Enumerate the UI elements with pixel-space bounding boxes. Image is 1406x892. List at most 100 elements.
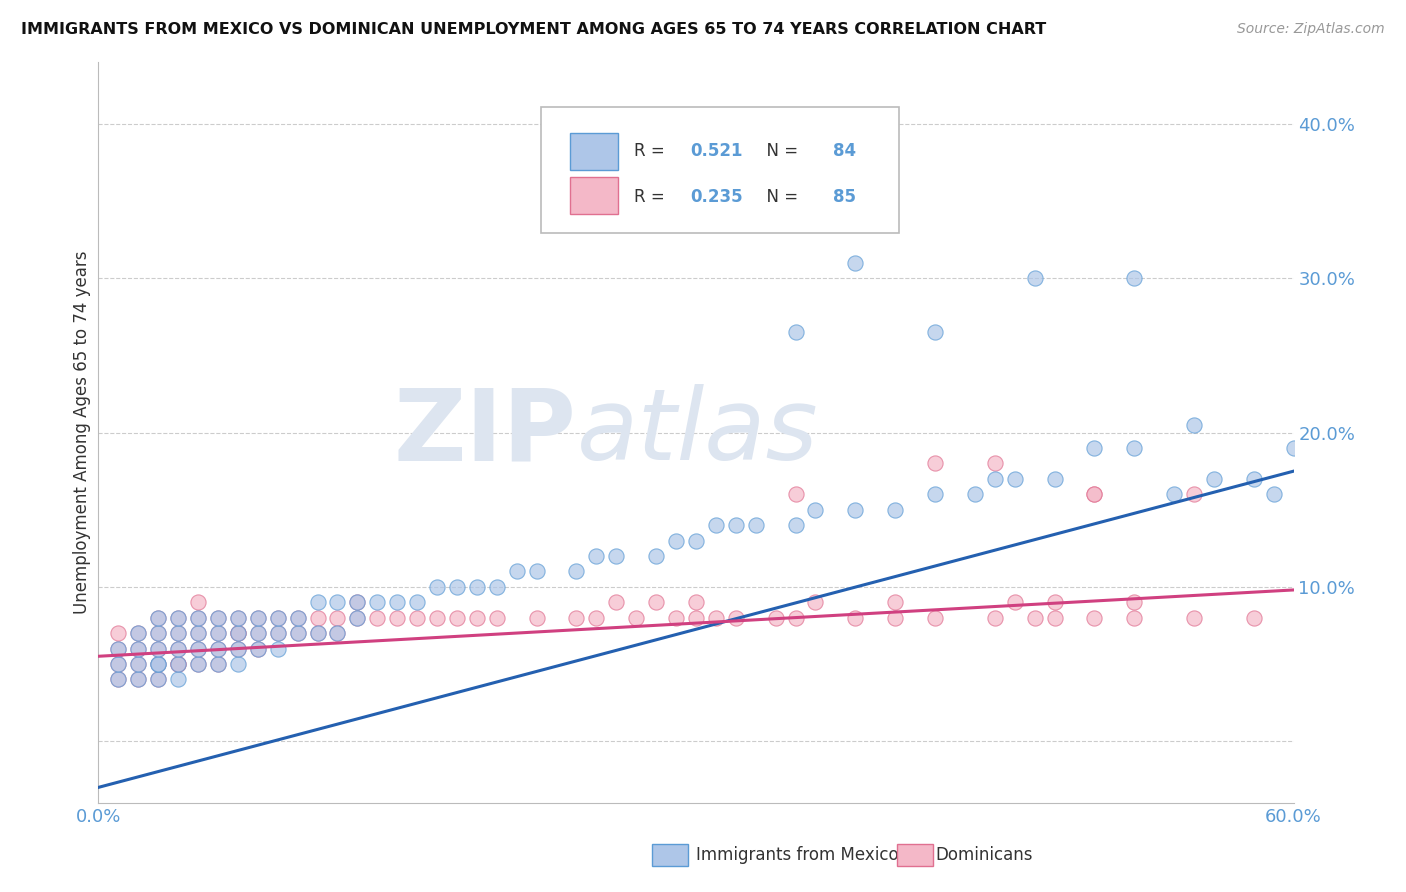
Point [127,641,149,656]
Point [148,657,170,671]
Point [287,610,309,624]
Point [665,610,688,624]
Point [426,610,449,624]
Point [127,657,149,671]
Point [207,657,229,671]
Point [1043,595,1066,609]
Point [585,549,607,563]
Point [326,626,349,640]
Text: Source: ZipAtlas.com: Source: ZipAtlas.com [1237,22,1385,37]
Point [187,610,209,624]
Point [785,518,807,533]
Point [1083,487,1105,501]
Point [167,657,190,671]
Point [1004,595,1026,609]
Point [307,626,329,640]
Point [1083,487,1105,501]
Point [127,626,149,640]
Point [385,595,409,609]
Text: 0.235: 0.235 [690,188,742,206]
Point [785,326,807,340]
Point [1182,610,1205,624]
Point [1024,610,1046,624]
Point [207,657,229,671]
Point [884,595,907,609]
Point [924,487,946,501]
Point [346,610,368,624]
Point [526,610,548,624]
Point [107,641,129,656]
Point [884,502,907,516]
Point [645,595,668,609]
Point [1043,610,1066,624]
Point [1123,271,1146,285]
Point [785,610,807,624]
Point [984,472,1007,486]
Text: IMMIGRANTS FROM MEXICO VS DOMINICAN UNEMPLOYMENT AMONG AGES 65 TO 74 YEARS CORRE: IMMIGRANTS FROM MEXICO VS DOMINICAN UNEM… [21,22,1046,37]
Point [585,610,607,624]
Point [844,256,866,270]
FancyBboxPatch shape [571,178,619,214]
Point [148,657,170,671]
Point [485,580,508,594]
Point [406,595,429,609]
Point [844,502,866,516]
Point [226,641,249,656]
Point [148,610,170,624]
Point [148,673,170,687]
Point [307,595,329,609]
Point [685,595,707,609]
Point [1123,595,1146,609]
Point [1024,271,1046,285]
Point [1123,610,1146,624]
Point [526,565,548,579]
Text: 84: 84 [834,143,856,161]
Point [107,673,129,687]
Point [1182,417,1205,432]
Point [1123,441,1146,455]
Point [226,657,249,671]
Point [127,626,149,640]
Point [107,626,129,640]
Point [187,641,209,656]
Point [226,610,249,624]
Point [167,610,190,624]
Point [167,610,190,624]
Point [605,595,627,609]
Point [127,673,149,687]
FancyBboxPatch shape [571,133,619,169]
FancyBboxPatch shape [541,107,900,233]
Point [148,626,170,640]
Point [884,610,907,624]
Point [765,610,787,624]
Point [704,610,727,624]
Point [148,626,170,640]
Text: 85: 85 [834,188,856,206]
Point [465,610,488,624]
Point [167,641,190,656]
Point [346,595,368,609]
Point [785,487,807,501]
Point [1243,610,1265,624]
Text: R =: R = [634,143,669,161]
Point [1004,472,1026,486]
Point [1163,487,1185,501]
Point [287,610,309,624]
Point [346,610,368,624]
Point [207,641,229,656]
Point [246,641,269,656]
Point [1263,487,1285,501]
Point [127,673,149,687]
Point [267,610,290,624]
Text: R =: R = [634,188,669,206]
Point [107,673,129,687]
Text: Immigrants from Mexico: Immigrants from Mexico [696,846,898,863]
Point [645,549,668,563]
Point [685,533,707,548]
Point [724,610,747,624]
Point [246,641,269,656]
Point [267,641,290,656]
Point [148,641,170,656]
Point [605,549,627,563]
Point [246,610,269,624]
